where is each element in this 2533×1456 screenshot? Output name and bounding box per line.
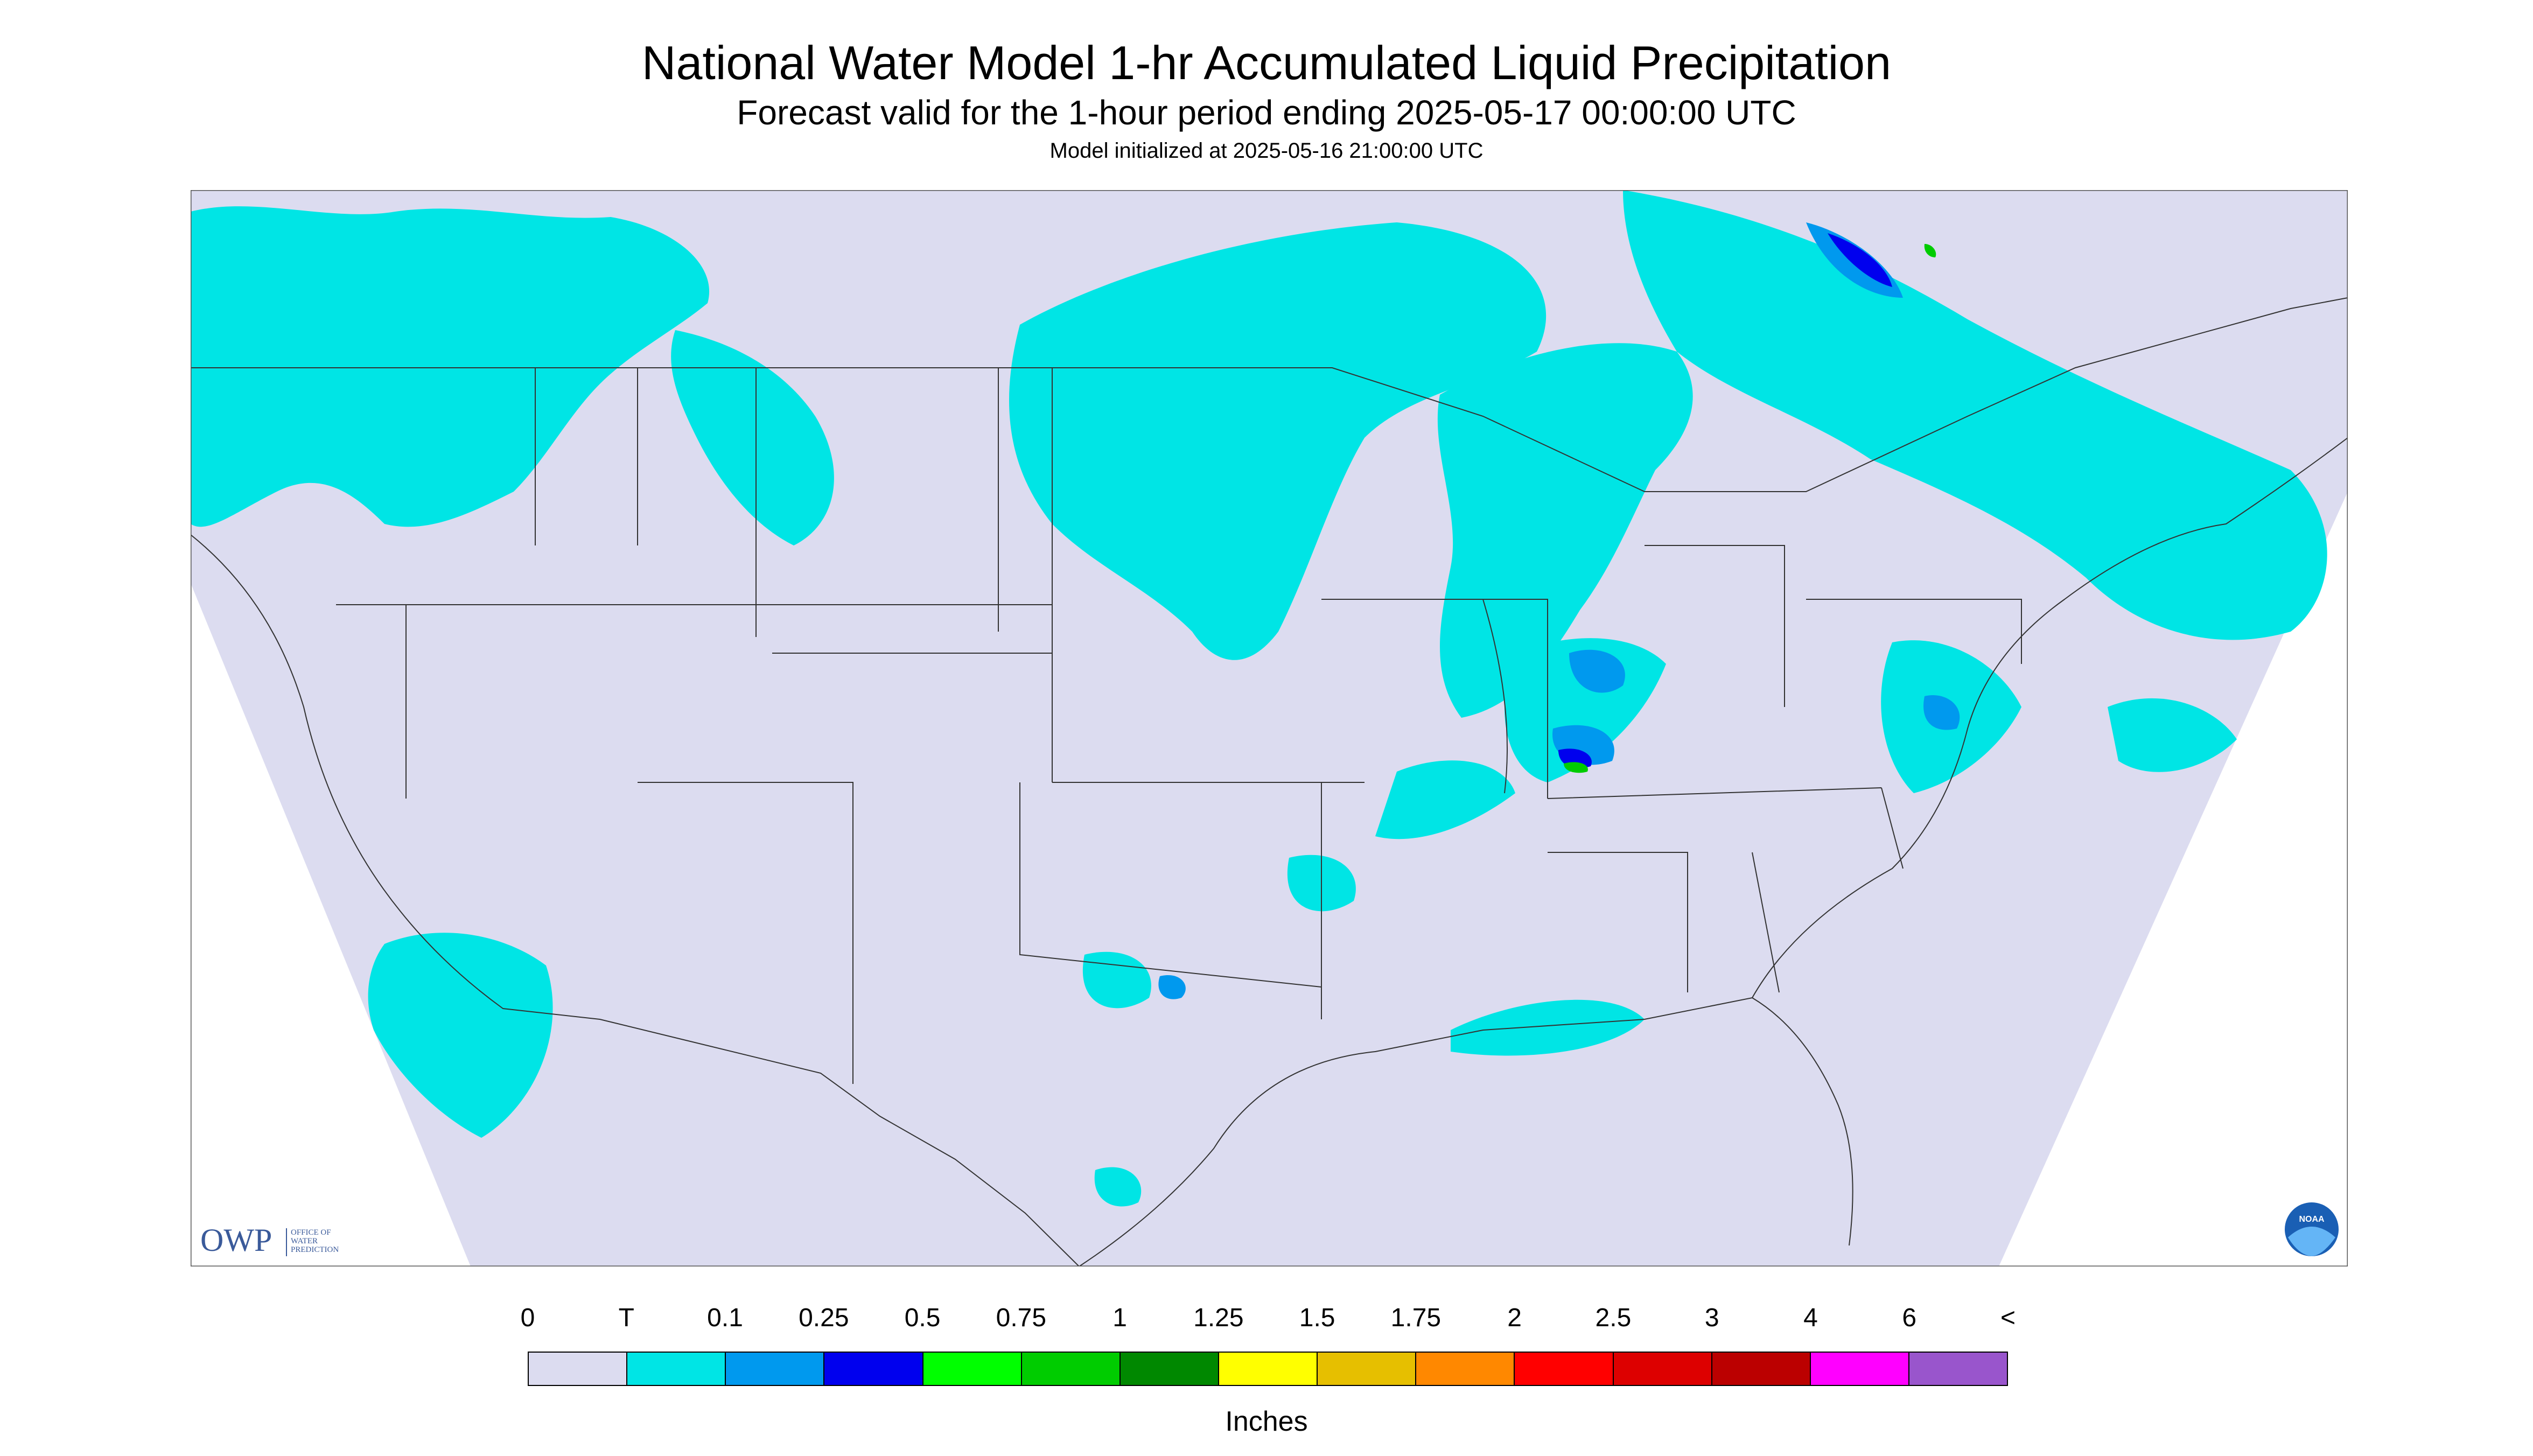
legend-swatch [1120, 1353, 1219, 1385]
owp-name-line-1: OFFICE OF [291, 1228, 331, 1237]
legend-tick-label: 2.5 [1595, 1304, 1632, 1332]
legend-swatch [923, 1353, 1022, 1385]
legend-swatch [1515, 1353, 1614, 1385]
legend-tick-label: T [618, 1304, 634, 1332]
noaa-logo: NOAA [2285, 1202, 2339, 1256]
map-title: National Water Model 1-hr Accumulated Li… [641, 36, 1892, 89]
legend-tick-label: 2 [1507, 1304, 1522, 1332]
legend-tick-label: 0.5 [904, 1304, 941, 1332]
legend-tick-label: 1.25 [1193, 1304, 1244, 1332]
legend-tick-label: 6 [1902, 1304, 1917, 1332]
legend-tick-label: 4 [1803, 1304, 1818, 1332]
legend-swatch [1712, 1353, 1811, 1385]
legend-tick-label: < [2000, 1304, 2016, 1332]
legend-swatch [1318, 1353, 1417, 1385]
legend-tick-label: 1 [1112, 1304, 1127, 1332]
legend-swatch [627, 1353, 726, 1385]
legend-tick-label: 0.25 [799, 1304, 849, 1332]
political-boundaries [191, 297, 2348, 1266]
map-subtitle: Forecast valid for the 1-hour period end… [737, 93, 1796, 132]
legend-tick-label: 0.1 [707, 1304, 743, 1332]
owp-logo: OWP OFFICE OF WATER PREDICTION [200, 1222, 339, 1258]
legend-swatch [1416, 1353, 1515, 1385]
legend-swatch [529, 1353, 628, 1385]
owp-name-line-3: PREDICTION [291, 1245, 339, 1254]
precipitation-map: OWP OFFICE OF WATER PREDICTION NOAA [191, 190, 2348, 1266]
noaa-logo-mark: NOAA [2299, 1215, 2325, 1224]
legend-swatch [1021, 1353, 1121, 1385]
legend-swatch [1613, 1353, 1712, 1385]
legend-tick-label: 3 [1704, 1304, 1719, 1332]
legend-tick-label: 0.75 [996, 1304, 1047, 1332]
model-init-text: Model initialized at 2025-05-16 21:00:00… [1049, 139, 1484, 163]
legend-units: Inches [1225, 1406, 1308, 1437]
legend-swatch [1909, 1353, 2007, 1385]
legend-swatch [726, 1353, 825, 1385]
legend-swatch [824, 1353, 923, 1385]
owp-name-line-2: WATER [291, 1237, 318, 1245]
legend-tick-label: 1.5 [1299, 1304, 1335, 1332]
precip-light [191, 190, 2327, 1207]
legend-tick-label: 0 [520, 1304, 535, 1332]
precip-green [1564, 244, 1936, 773]
legend-swatch [1810, 1353, 1909, 1385]
legend-colorbar [528, 1352, 2008, 1386]
owp-logo-mark: OWP [200, 1222, 272, 1258]
legend-swatch [1219, 1353, 1318, 1385]
legend-tick-label: 1.75 [1390, 1304, 1442, 1332]
